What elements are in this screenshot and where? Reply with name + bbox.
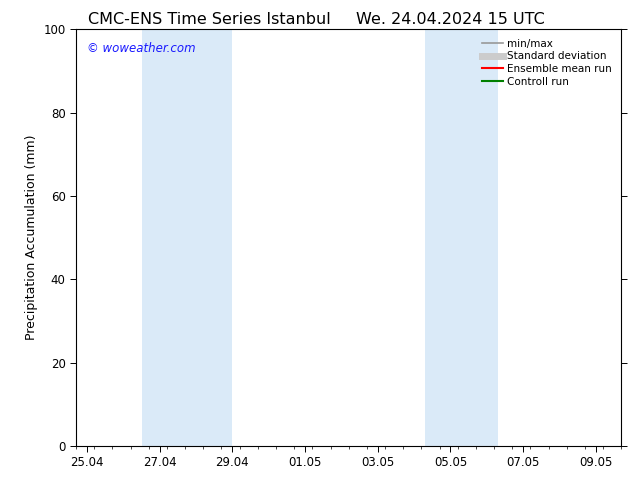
Text: We. 24.04.2024 15 UTC: We. 24.04.2024 15 UTC	[356, 12, 545, 27]
Bar	[141, 29, 233, 446]
Legend: min/max, Standard deviation, Ensemble mean run, Controll run: min/max, Standard deviation, Ensemble me…	[478, 35, 616, 91]
Text: CMC-ENS Time Series Istanbul: CMC-ENS Time Series Istanbul	[88, 12, 330, 27]
Y-axis label: Precipitation Accumulation (mm): Precipitation Accumulation (mm)	[25, 135, 38, 341]
Text: © woweather.com: © woweather.com	[87, 42, 196, 55]
Bar	[425, 29, 498, 446]
